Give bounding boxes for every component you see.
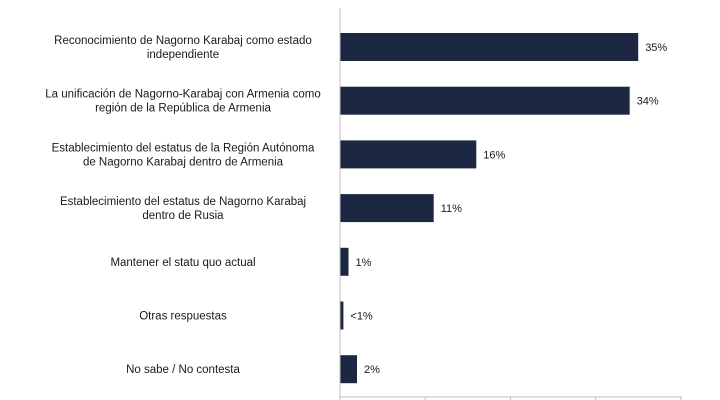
category-label-6: Otras respuestas <box>139 311 227 323</box>
bar-5 <box>340 247 349 276</box>
value-label-4: 11% <box>441 203 462 215</box>
value-label-6: <1% <box>350 311 373 323</box>
bar-6 <box>340 301 344 330</box>
bar-4 <box>340 194 434 223</box>
category-labels: Reconocimiento de Nagorno Karabaj como e… <box>45 35 321 376</box>
bar-2 <box>340 86 630 115</box>
value-labels: 35% 34% 16% 11% 1% <1% 2% <box>350 42 667 376</box>
category-label-4: Establecimiento del estatus de Nagorno K… <box>60 196 306 222</box>
bar-7 <box>340 355 357 384</box>
value-label-3: 16% <box>483 149 505 161</box>
value-label-1: 35% <box>645 42 667 54</box>
bar-1 <box>340 33 639 61</box>
value-label-2: 34% <box>637 96 659 108</box>
bars-layer <box>340 33 639 384</box>
category-label-3: Establecimiento del estatus de la Región… <box>52 142 315 168</box>
value-label-5: 1% <box>356 257 372 269</box>
category-label-5: Mantener el statu quo actual <box>110 257 255 269</box>
category-label-2: La unificación de Nagorno-Karabaj con Ar… <box>45 89 321 115</box>
value-label-7: 2% <box>364 364 380 376</box>
category-label-7: No sabe / No contesta <box>126 364 240 376</box>
category-label-1: Reconocimiento de Nagorno Karabaj como e… <box>54 35 312 61</box>
bar-3 <box>340 140 477 169</box>
